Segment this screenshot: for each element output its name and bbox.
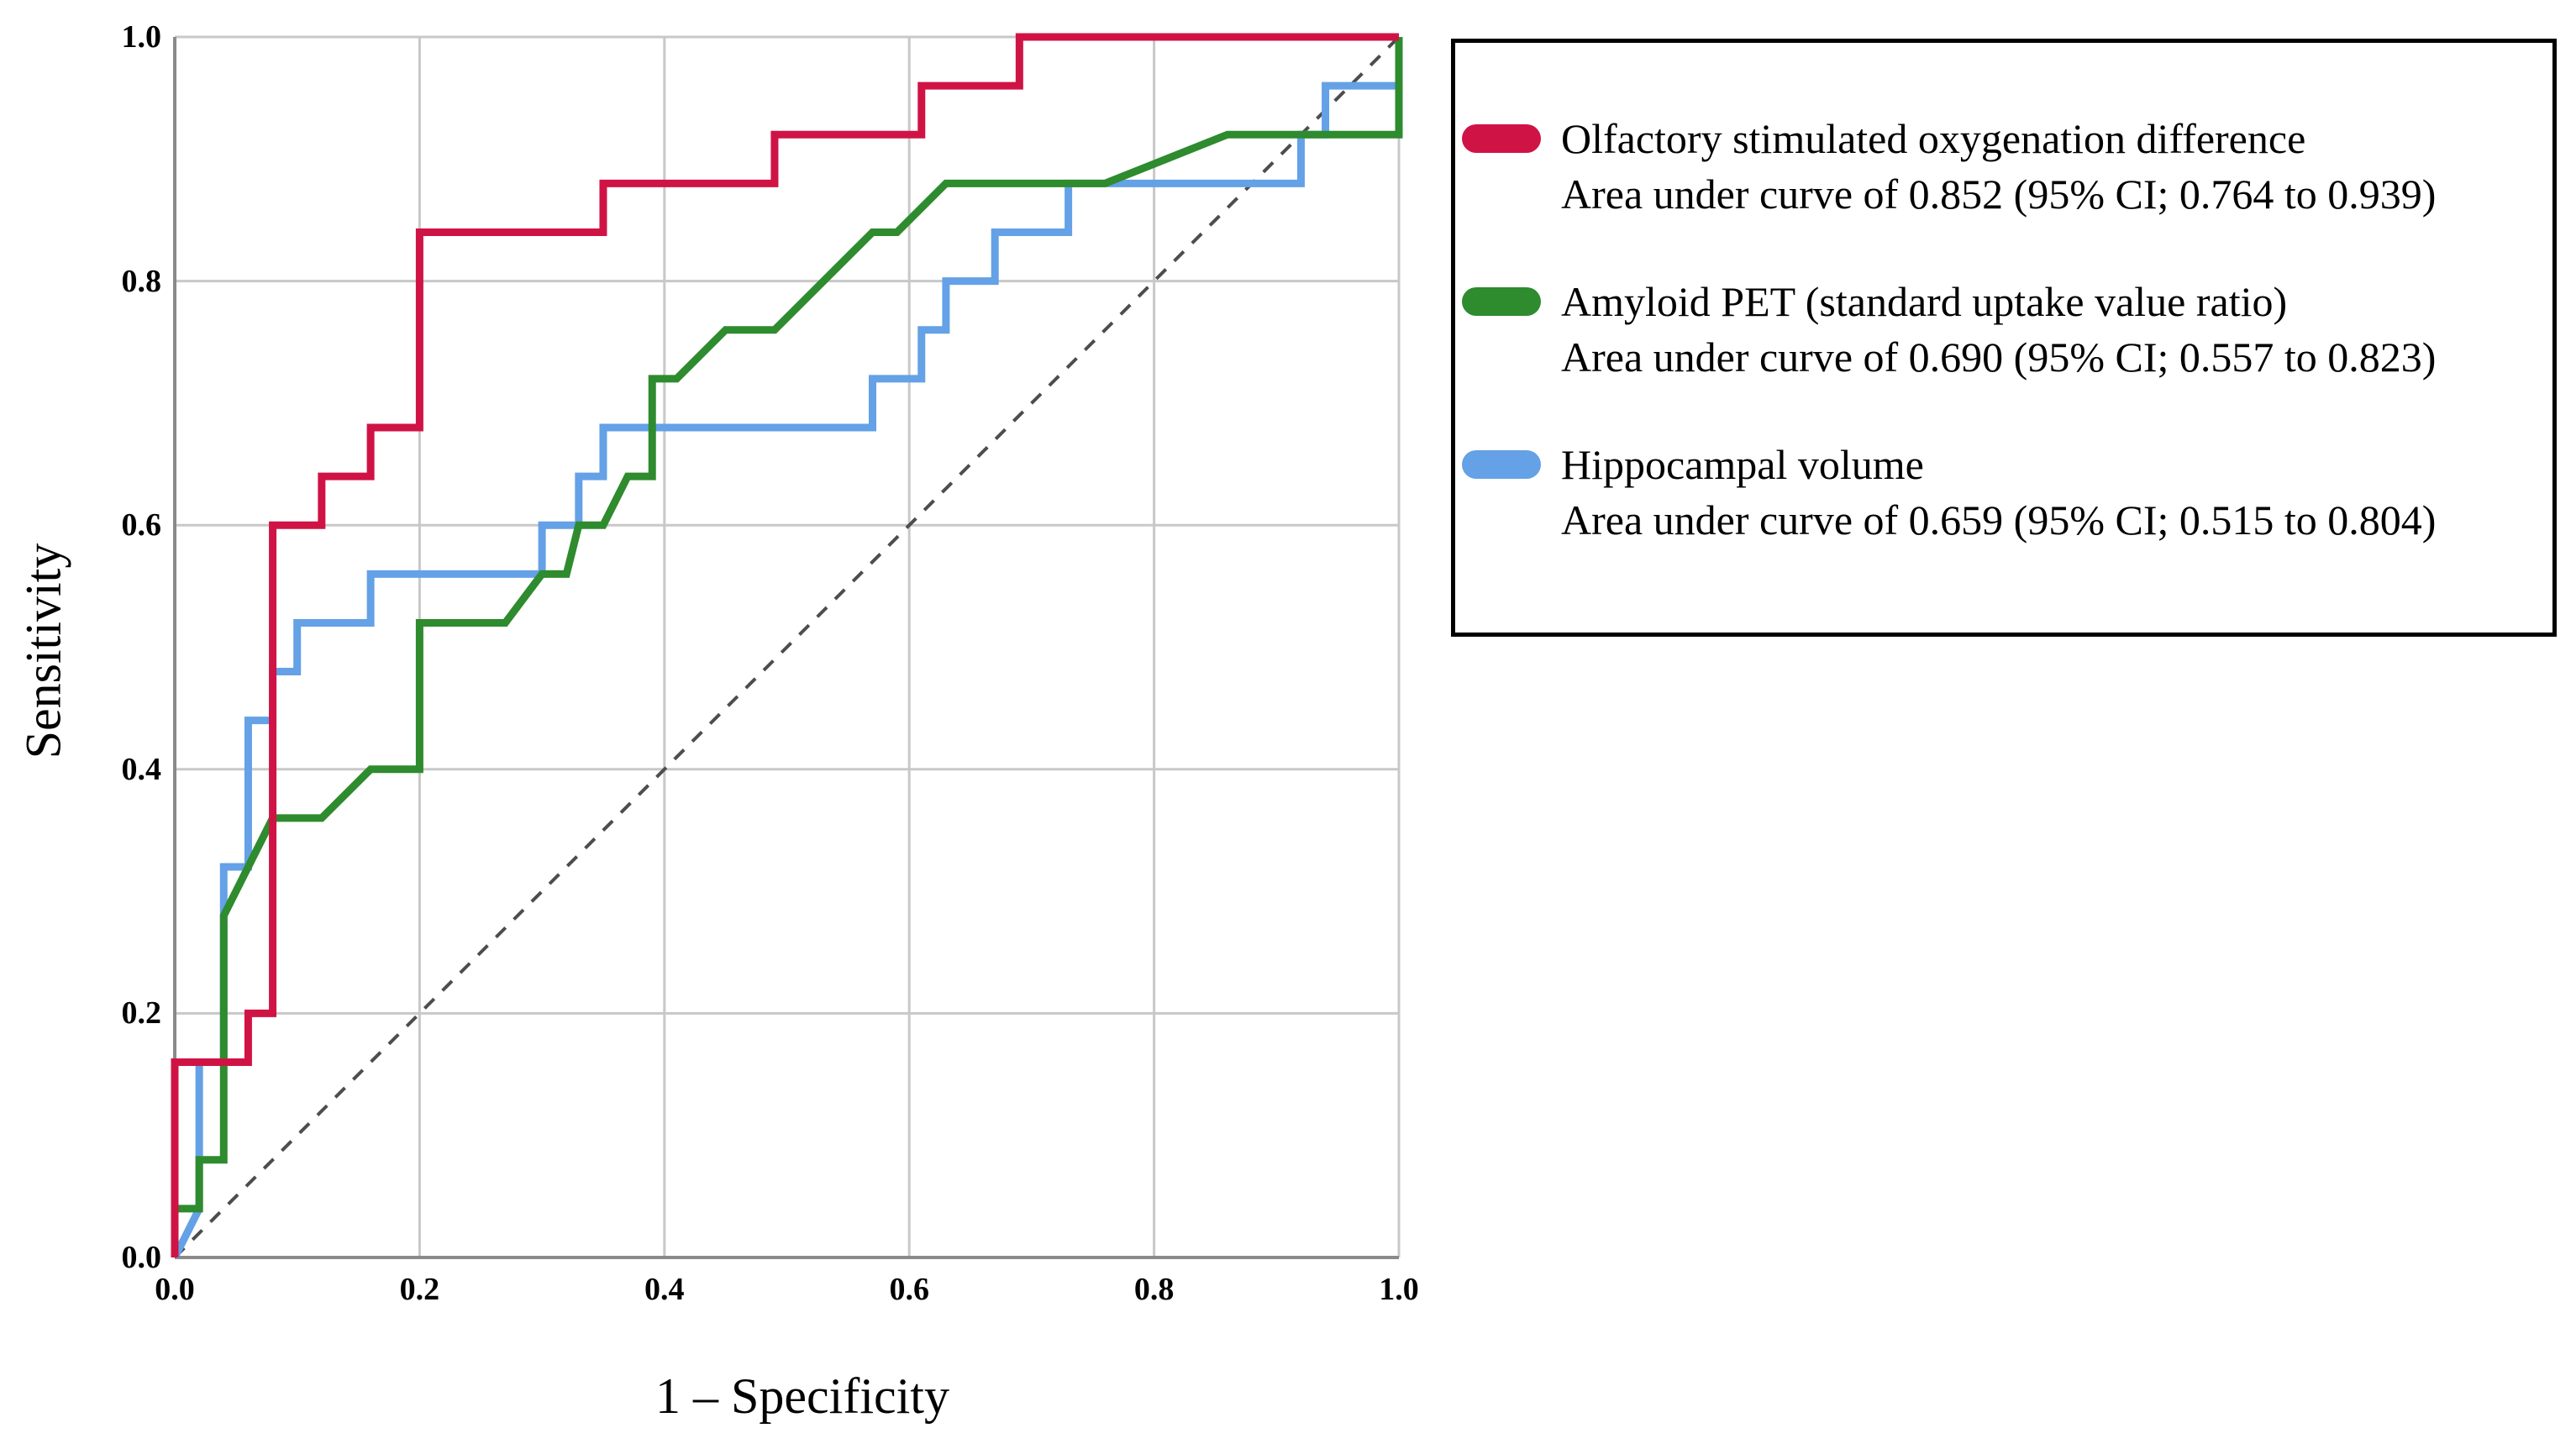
- legend-entry-olfactory-oxygenation: Olfactory stimulated oxygenation differe…: [1462, 111, 2536, 222]
- y-tick-label-1.0: 1.0: [121, 19, 162, 55]
- legend-series-name: Hippocampal volume: [1561, 441, 1924, 488]
- legend-swatch-red: [1462, 124, 1541, 153]
- x-tick-label-1.0: 1.0: [1379, 1272, 1419, 1307]
- legend-series-name: Olfactory stimulated oxygenation differe…: [1561, 115, 2306, 162]
- x-axis-title: 1 – Specificity: [655, 1368, 949, 1424]
- x-tick-label-0.2: 0.2: [399, 1272, 440, 1307]
- y-axis-title: Sensitivity: [15, 543, 71, 759]
- legend-text-block: Amyloid PET (standard uptake value ratio…: [1561, 274, 2436, 385]
- y-tick-label-0.8: 0.8: [121, 263, 162, 299]
- legend-series-auc: Area under curve of 0.659 (95% CI; 0.515…: [1561, 496, 2437, 543]
- y-tick-label-0.2: 0.2: [121, 995, 162, 1032]
- x-tick-label-0.4: 0.4: [644, 1272, 685, 1307]
- legend-text-block: Hippocampal volume Area under curve of 0…: [1561, 437, 2436, 548]
- chance-diagonal-line: [173, 35, 1401, 1259]
- roc-curve-hippocampal-volume: [171, 37, 1403, 1260]
- legend-series-auc: Area under curve of 0.690 (95% CI; 0.557…: [1561, 333, 2437, 381]
- legend-entry-amyloid-pet: Amyloid PET (standard uptake value ratio…: [1462, 274, 2536, 385]
- roc-curve-amyloid-pet: [171, 37, 1403, 1257]
- x-tick-label-0.0: 0.0: [155, 1272, 195, 1307]
- legend-swatch-blue: [1462, 450, 1541, 479]
- legend-series-auc: Area under curve of 0.852 (95% CI; 0.764…: [1561, 171, 2437, 218]
- y-tick-label-0.6: 0.6: [121, 507, 162, 543]
- roc-curve-olfactory-oxygenation: [171, 33, 1399, 1257]
- x-tick-label-0.6: 0.6: [889, 1272, 929, 1307]
- x-tick-label-0.8: 0.8: [1133, 1272, 1175, 1307]
- y-tick-label-0.4: 0.4: [121, 751, 162, 787]
- legend-swatch-green: [1462, 287, 1541, 316]
- legend-series-name: Amyloid PET (standard uptake value ratio…: [1561, 278, 2288, 325]
- legend-text-block: Olfactory stimulated oxygenation differe…: [1561, 111, 2436, 222]
- legend-entry-hippocampal-volume: Hippocampal volume Area under curve of 0…: [1462, 437, 2536, 548]
- legend-box: Olfactory stimulated oxygenation differe…: [1451, 39, 2557, 637]
- y-tick-label-0.0: 0.0: [121, 1240, 162, 1275]
